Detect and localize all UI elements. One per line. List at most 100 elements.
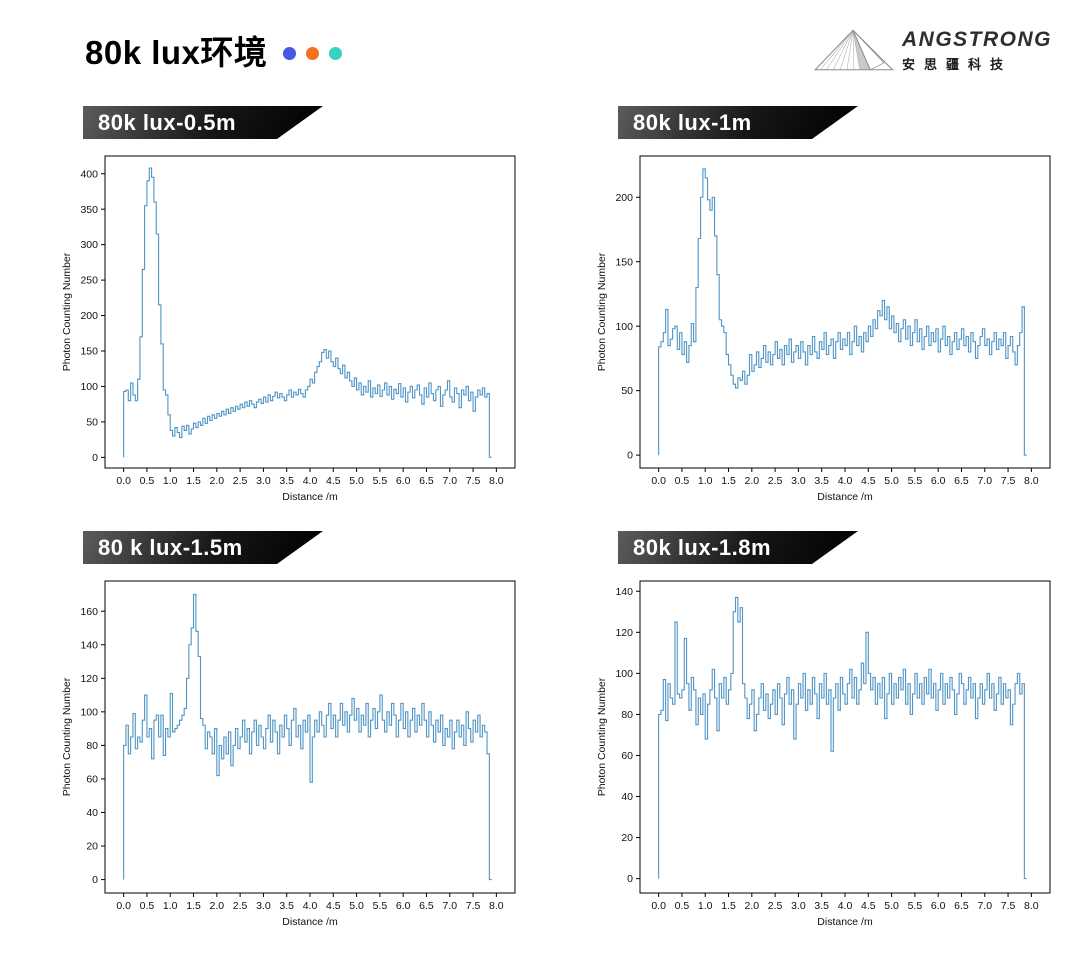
svg-text:4.5: 4.5: [326, 900, 341, 912]
svg-text:5.5: 5.5: [908, 475, 923, 487]
svg-text:2.5: 2.5: [233, 900, 248, 912]
svg-text:400: 400: [80, 168, 98, 180]
title-dot: [283, 46, 297, 60]
svg-text:50: 50: [86, 416, 98, 428]
svg-text:100: 100: [80, 381, 98, 393]
svg-text:1.5: 1.5: [186, 475, 201, 487]
svg-text:40: 40: [86, 807, 98, 819]
brand-text: ANGSTRONG 安思疆科技: [902, 28, 1052, 73]
svg-text:8.0: 8.0: [1024, 900, 1039, 912]
svg-text:120: 120: [615, 627, 633, 639]
svg-text:6.0: 6.0: [396, 900, 411, 912]
svg-text:7.5: 7.5: [466, 900, 481, 912]
svg-text:4.0: 4.0: [303, 475, 318, 487]
svg-text:3.5: 3.5: [279, 900, 294, 912]
svg-text:6.5: 6.5: [419, 900, 434, 912]
svg-text:0.5: 0.5: [675, 900, 690, 912]
pyramid-logo-icon: [813, 29, 894, 71]
chart-panel-1m: 80k lux-1m 0 50 100 150 200 0.0 0.5 1.0 1.5 2.0 2.…: [592, 106, 1062, 514]
svg-text:100: 100: [615, 321, 633, 333]
title-dot: [329, 46, 343, 60]
svg-text:4.0: 4.0: [303, 900, 318, 912]
svg-text:150: 150: [80, 346, 98, 358]
svg-text:20: 20: [621, 832, 633, 844]
chart-panel-1-8m: 80k lux-1.8m 0 20 40 60 80 100 120 140 0.0 0.5 1.0…: [592, 531, 1062, 939]
svg-text:5.5: 5.5: [373, 475, 388, 487]
chart-banner-label: 80k lux-1m: [633, 110, 752, 135]
svg-text:5.0: 5.0: [349, 900, 364, 912]
svg-text:0.0: 0.0: [116, 475, 131, 487]
svg-text:20: 20: [86, 841, 98, 853]
svg-text:Distance /m: Distance /m: [817, 916, 873, 928]
chart-banner-label: 80k lux-0.5m: [98, 110, 237, 135]
svg-text:Distance /m: Distance /m: [282, 916, 338, 928]
svg-text:5.0: 5.0: [884, 900, 899, 912]
svg-text:6.5: 6.5: [419, 475, 434, 487]
svg-text:3.0: 3.0: [791, 900, 806, 912]
svg-text:40: 40: [621, 791, 633, 803]
brand-name: ANGSTRONG: [902, 27, 1052, 51]
svg-text:2.0: 2.0: [210, 900, 225, 912]
svg-text:Photon Counting Number: Photon Counting Number: [596, 252, 608, 371]
line-chart-0-5m: 0 50 100 150 200 250 300 350 400 0.0 0.5 1.0 1.5 2.0 2…: [61, 155, 516, 503]
svg-text:60: 60: [86, 774, 98, 786]
svg-text:160: 160: [80, 606, 98, 618]
svg-text:8.0: 8.0: [1024, 475, 1039, 487]
svg-text:0.0: 0.0: [651, 900, 666, 912]
chart-banner: 80k lux-1m: [618, 106, 858, 139]
svg-text:4.5: 4.5: [861, 475, 876, 487]
svg-text:150: 150: [615, 256, 633, 268]
svg-text:3.5: 3.5: [814, 900, 829, 912]
svg-text:1.0: 1.0: [698, 475, 713, 487]
svg-text:200: 200: [615, 192, 633, 204]
svg-text:100: 100: [615, 668, 633, 680]
svg-text:4.5: 4.5: [326, 475, 341, 487]
svg-text:5.0: 5.0: [349, 475, 364, 487]
svg-text:120: 120: [80, 673, 98, 685]
svg-text:7.5: 7.5: [1001, 900, 1016, 912]
svg-text:2.5: 2.5: [768, 900, 783, 912]
brand-chinese-name: 安思疆科技: [902, 56, 1013, 72]
svg-text:Photon Counting Number: Photon Counting Number: [596, 677, 608, 796]
svg-text:2.5: 2.5: [768, 475, 783, 487]
svg-text:350: 350: [80, 204, 98, 216]
svg-text:0: 0: [627, 450, 633, 462]
svg-text:80: 80: [621, 709, 633, 721]
svg-text:6.5: 6.5: [954, 475, 969, 487]
svg-text:0: 0: [92, 452, 98, 464]
title-dots: [283, 46, 343, 60]
svg-text:3.0: 3.0: [791, 475, 806, 487]
brand-logo: ANGSTRONG 安思疆科技: [810, 24, 1052, 76]
svg-text:Photon Counting Number: Photon Counting Number: [61, 677, 73, 796]
svg-text:200: 200: [80, 310, 98, 322]
svg-text:Distance /m: Distance /m: [817, 491, 873, 503]
svg-text:7.0: 7.0: [977, 475, 992, 487]
line-chart-1-8m: 0 20 40 60 80 100 120 140 0.0 0.5 1.0 1.5 2.0 2.5 3.0 3…: [596, 580, 1051, 928]
svg-text:4.0: 4.0: [838, 900, 853, 912]
svg-text:140: 140: [615, 586, 633, 598]
svg-text:3.0: 3.0: [256, 475, 271, 487]
svg-text:2.0: 2.0: [745, 475, 760, 487]
page-header: 80k lux环境: [85, 26, 343, 74]
svg-text:Distance /m: Distance /m: [282, 491, 338, 503]
svg-text:0.0: 0.0: [116, 900, 131, 912]
svg-text:3.5: 3.5: [814, 475, 829, 487]
svg-text:1.5: 1.5: [721, 900, 736, 912]
title-dot: [306, 46, 320, 60]
svg-text:0.5: 0.5: [675, 475, 690, 487]
svg-text:0.0: 0.0: [651, 475, 666, 487]
svg-text:6.5: 6.5: [954, 900, 969, 912]
svg-text:8.0: 8.0: [489, 900, 504, 912]
svg-text:7.0: 7.0: [442, 475, 457, 487]
svg-text:1.5: 1.5: [186, 900, 201, 912]
svg-text:80: 80: [86, 740, 98, 752]
svg-text:2.0: 2.0: [745, 900, 760, 912]
line-chart-1m: 0 50 100 150 200 0.0 0.5 1.0 1.5 2.0 2.5 3.0 3.5 4.0 4…: [596, 155, 1051, 503]
svg-text:5.0: 5.0: [884, 475, 899, 487]
chart-banner: 80k lux-0.5m: [83, 106, 323, 139]
svg-text:4.5: 4.5: [861, 900, 876, 912]
page-title: 80k lux环境: [85, 34, 268, 71]
chart-banner: 80k lux-1.8m: [618, 531, 858, 564]
chart-banner-label: 80 k lux-1.5m: [98, 535, 243, 560]
svg-text:7.0: 7.0: [442, 900, 457, 912]
